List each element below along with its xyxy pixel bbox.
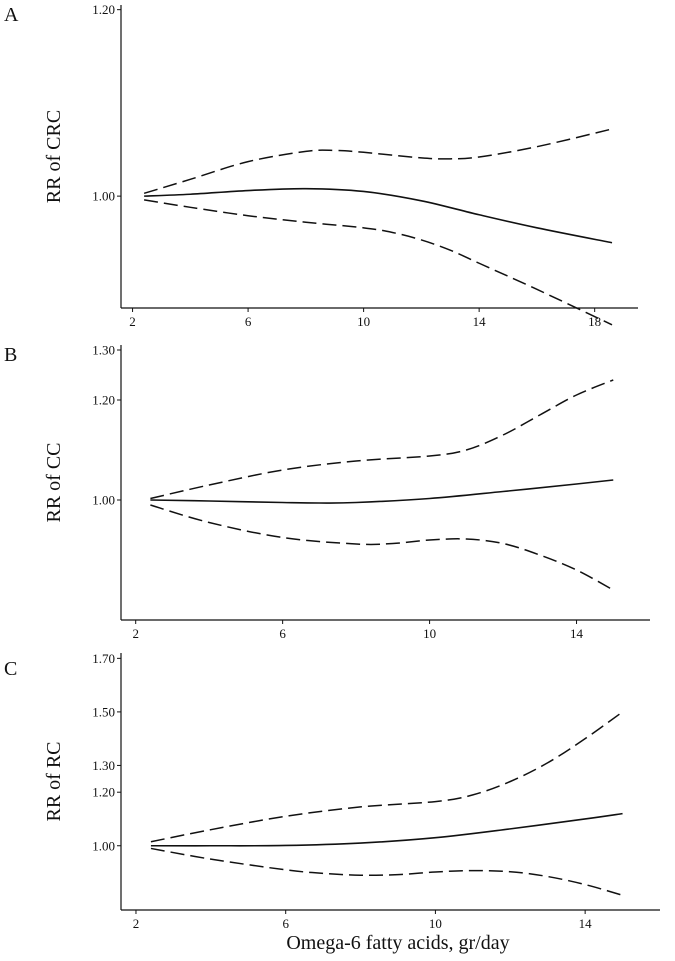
x-tick-label: 2 — [132, 626, 139, 641]
x-tick-label: 10 — [357, 314, 370, 329]
lower-ci-line — [143, 199, 613, 326]
upper-ci-line — [150, 379, 614, 500]
y-tick-label: 1.20 — [92, 393, 115, 408]
x-axis-title: Omega-6 fatty acids, gr/day — [286, 932, 509, 954]
x-tick-label: 14 — [579, 916, 593, 931]
panel-letter: B — [4, 344, 17, 366]
y-tick-label: 1.50 — [92, 704, 115, 719]
x-tick-label: 14 — [473, 314, 487, 329]
y-tick-label: 1.00 — [92, 493, 115, 508]
y-tick-label: 1.00 — [92, 189, 115, 204]
y-axis-title: RR of RC — [43, 741, 65, 821]
y-tick-label: 1.20 — [92, 785, 115, 800]
x-tick-label: 10 — [423, 626, 436, 641]
lower-ci-line — [150, 847, 623, 897]
panel-letter: C — [4, 658, 17, 680]
y-tick-label: 1.00 — [92, 838, 115, 853]
x-tick-label: 2 — [129, 314, 136, 329]
upper-ci-line — [150, 711, 624, 843]
x-tick-label: 14 — [570, 626, 584, 641]
x-tick-label: 6 — [282, 916, 289, 931]
rr-estimate-line — [150, 479, 614, 504]
panel-c: C 1.00 1.20 1.30 1.50 1.70 2 6 10 14 RR of RC — [4, 651, 660, 931]
lower-ci-line — [150, 504, 614, 591]
x-tick-label: 6 — [245, 314, 252, 329]
x-tick-label: 10 — [429, 916, 442, 931]
y-axis-title: RR of CRC — [43, 110, 65, 203]
y-tick-label: 1.30 — [92, 343, 115, 358]
y-axis-title: RR of CC — [43, 442, 65, 522]
rr-estimate-line — [144, 187, 613, 244]
y-tick-label: 1.30 — [92, 758, 115, 773]
panel-letter: A — [4, 4, 19, 26]
panel-b: B 1.00 1.20 1.30 2 6 10 14 RR of CC — [4, 343, 650, 641]
upper-ci-line — [143, 128, 613, 195]
x-tick-label: 2 — [133, 916, 140, 931]
rr-estimate-line — [150, 812, 623, 847]
y-tick-label: 1.70 — [92, 651, 115, 666]
x-tick-label: 6 — [279, 626, 286, 641]
y-tick-label: 1.20 — [92, 2, 115, 17]
